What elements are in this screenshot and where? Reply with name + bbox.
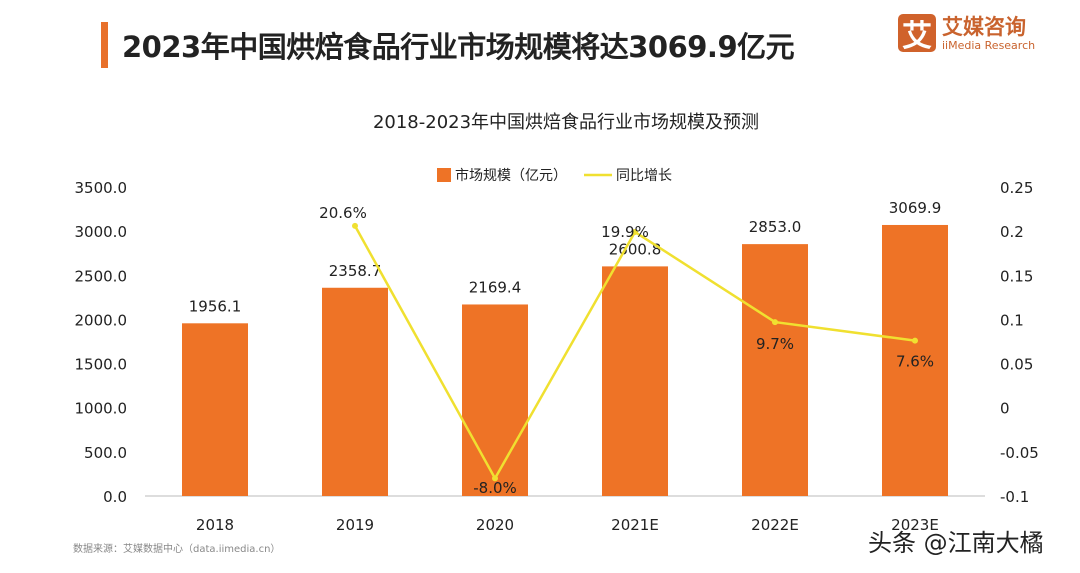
- source-note: 数据来源：艾媒数据中心（data.iimedia.cn）: [73, 544, 281, 555]
- growth-label: -8.0%: [473, 479, 517, 497]
- legend-bar-label: 市场规模（亿元）: [455, 167, 567, 184]
- growth-point: [772, 319, 778, 326]
- x-tick: 2018: [196, 516, 234, 534]
- x-tick: 2021E: [611, 516, 659, 534]
- x-tick: 2022E: [751, 516, 799, 534]
- bar: [322, 287, 388, 496]
- y-right-tick: -0.05: [1000, 444, 1039, 462]
- y-right-tick: 0.15: [1000, 267, 1033, 285]
- y-right-tick: 0.05: [1000, 356, 1033, 374]
- bar-label: 1956.1: [189, 297, 242, 315]
- growth-point: [352, 222, 358, 229]
- bar: [462, 304, 528, 496]
- y-left-tick: 1500.0: [75, 356, 128, 374]
- y-left-tick: 2000.0: [75, 311, 128, 329]
- x-tick: 2019: [336, 516, 374, 534]
- page-title: 2023年中国烘焙食品行业市场规模将达3069.9亿元: [122, 30, 795, 64]
- bar-label: 2169.4: [469, 278, 522, 296]
- logo-name-cn: 艾媒咨询: [942, 14, 1026, 39]
- logo-name-en: iiMedia Research: [942, 38, 1036, 52]
- y-left-tick: 500.0: [84, 444, 127, 462]
- growth-point: [492, 475, 498, 482]
- growth-label: 7.6%: [896, 353, 934, 371]
- legend: 市场规模（亿元） 同比增长: [437, 167, 672, 184]
- growth-point: [632, 229, 638, 236]
- y-left-tick: 3500.0: [75, 179, 128, 197]
- bar-label: 3069.9: [889, 199, 942, 217]
- y-right-tick: 0.1: [1000, 311, 1024, 329]
- bar: [882, 224, 948, 496]
- bar-label: 2853.0: [749, 218, 802, 236]
- bar: [602, 266, 668, 496]
- y-right-tick: -0.1: [1000, 488, 1029, 506]
- y-right-tick: 0.25: [1000, 179, 1033, 197]
- y-right-tick: 0.2: [1000, 223, 1024, 241]
- x-tick: 2023E: [891, 516, 939, 534]
- growth-label: 20.6%: [319, 204, 367, 222]
- y-left-tick: 1000.0: [75, 400, 128, 418]
- logo-mark: 艾: [898, 14, 936, 54]
- bar: [182, 323, 248, 496]
- logo: 艾 艾媒咨询 iiMedia Research: [898, 14, 1036, 54]
- legend-bar-swatch: [437, 168, 451, 182]
- chart-title: 2018-2023年中国烘焙食品行业市场规模及预测: [373, 112, 759, 133]
- bar: [742, 244, 808, 496]
- legend-line-label: 同比增长: [616, 168, 672, 184]
- watermark: 头条 @江南大橘: [868, 529, 1044, 557]
- y-left-tick: 2500.0: [75, 267, 128, 285]
- growth-point: [912, 337, 918, 344]
- growth-label: 9.7%: [756, 335, 794, 353]
- growth-label: 19.9%: [601, 223, 649, 241]
- y-right-tick: 0: [1000, 400, 1010, 418]
- x-tick: 2020: [476, 516, 514, 534]
- title-accent-bar: [101, 22, 108, 68]
- bar-label: 2358.7: [329, 262, 382, 280]
- y-left-tick: 3000.0: [75, 223, 128, 241]
- y-left-tick: 0.0: [103, 488, 127, 506]
